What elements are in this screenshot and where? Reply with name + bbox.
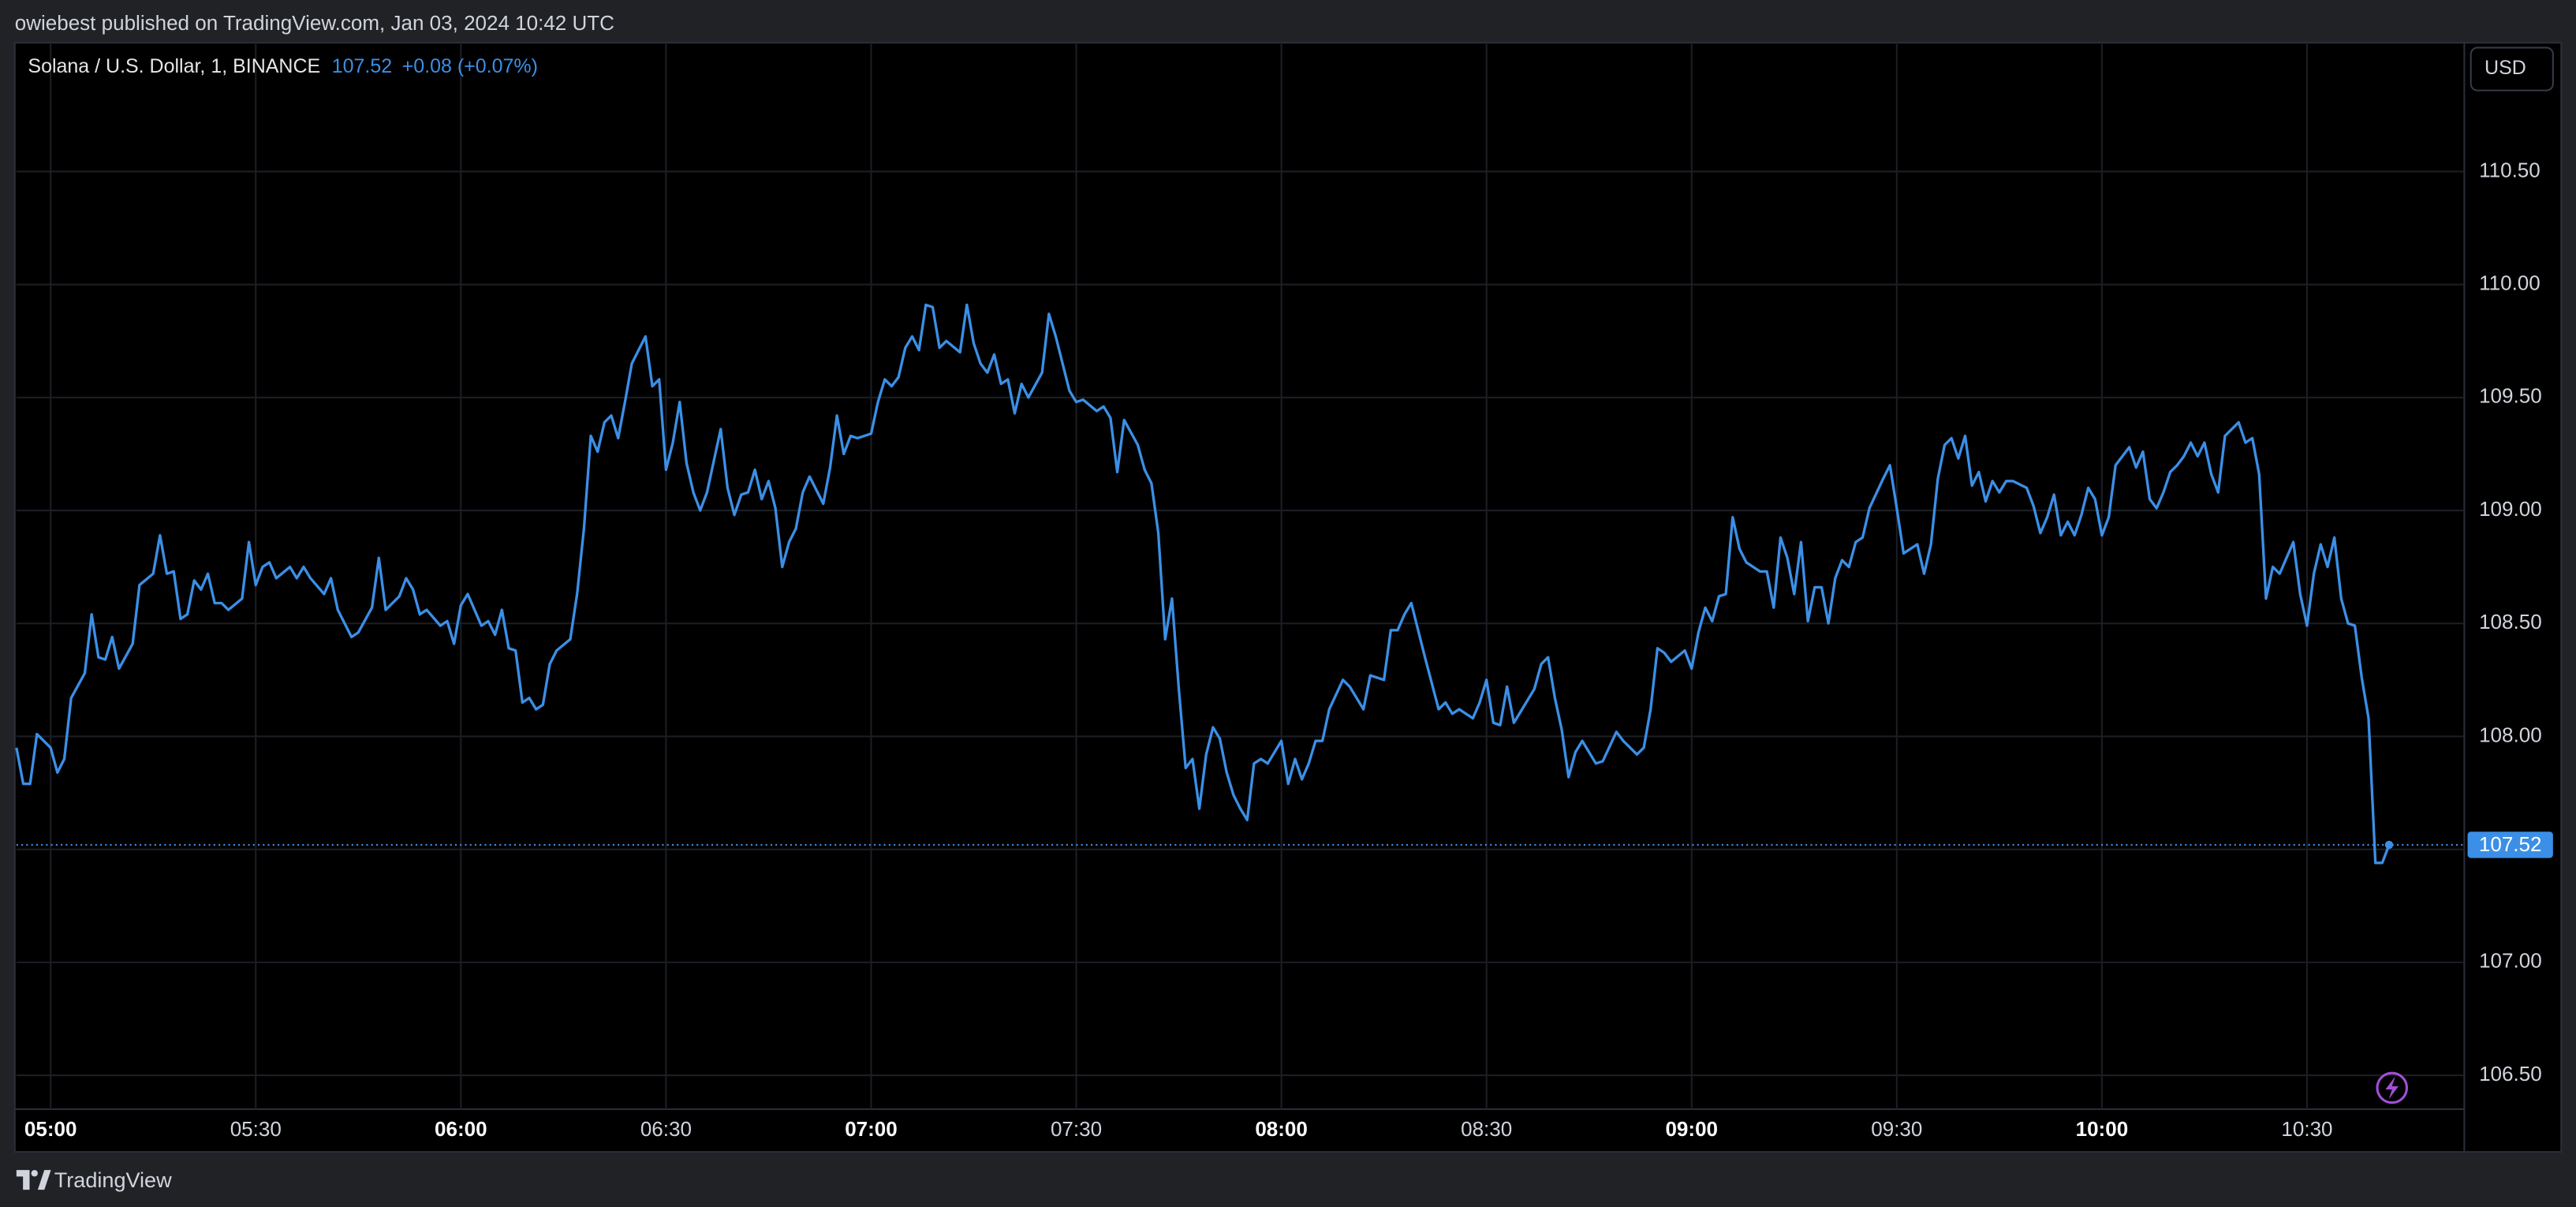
x-tick-label: 07:00 (845, 1117, 898, 1141)
y-tick-label: 110.00 (2479, 271, 2541, 295)
y-tick-label: 109.50 (2479, 384, 2542, 408)
y-tick-label: 107.00 (2479, 949, 2542, 973)
header-price: 107.52 (332, 55, 392, 77)
grid (16, 43, 2465, 1110)
price-label-box (2467, 831, 2553, 858)
currency-button[interactable] (2470, 47, 2554, 92)
x-tick-label: 06:00 (435, 1117, 487, 1141)
y-tick-label: 106.50 (2479, 1062, 2542, 1086)
y-tick-label: 108.00 (2479, 723, 2542, 746)
marks (15, 303, 2465, 865)
currency-label[interactable]: USD (2485, 57, 2526, 79)
lightning-icon[interactable] (2376, 1071, 2409, 1104)
x-tick-label: 06:30 (640, 1117, 692, 1141)
x-tick-label: 07:30 (1051, 1117, 1102, 1141)
lightning-bolt[interactable] (2385, 1076, 2399, 1100)
publisher: owiebest published on TradingView.com, J… (15, 11, 614, 35)
last-point (2384, 840, 2394, 850)
logo-part (37, 1170, 51, 1190)
x-tick-label: 10:30 (2281, 1117, 2332, 1141)
header-change: +0.08 (+0.07%) (402, 55, 538, 77)
symbol-title: Solana / U.S. Dollar, 1, BINANCE (28, 55, 320, 77)
x-tick-label: 08:00 (1255, 1117, 1308, 1141)
x-tick-label: 08:30 (1461, 1117, 1512, 1141)
x-tick-label: 05:00 (24, 1117, 77, 1141)
x-tick-label: 09:00 (1665, 1117, 1718, 1141)
footer-logo (16, 1170, 51, 1190)
logo-part (16, 1170, 30, 1190)
x-tick-label: 10:00 (2076, 1117, 2129, 1141)
footer-brand: TradingView (54, 1168, 172, 1192)
chart-panel (13, 42, 2563, 1153)
x-tick-label: 09:30 (1871, 1117, 1922, 1141)
y-tick-label: 108.50 (2479, 610, 2542, 633)
y-tick-label: 109.00 (2479, 497, 2542, 521)
lightning-ring[interactable] (2376, 1071, 2409, 1104)
price-line (15, 303, 2391, 865)
price-label: 107.52 (2479, 832, 2542, 856)
y-tick-label: 110.50 (2479, 158, 2541, 181)
x-tick-label: 05:30 (230, 1117, 282, 1141)
logo-part (31, 1170, 38, 1177)
